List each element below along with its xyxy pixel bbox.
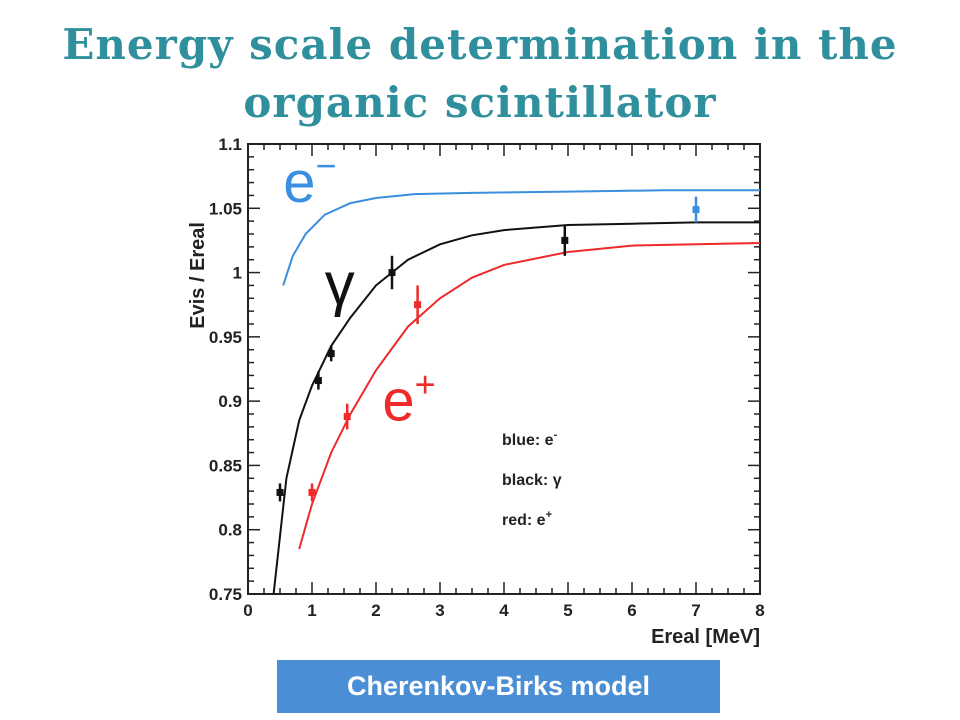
y-axis-ticks: 0.75 0.8 0.85 0.9 0.95 1 1.05 1.1 [209, 135, 760, 604]
legend-entry-text: blue: e [502, 432, 554, 449]
x-tick-label: 3 [435, 601, 444, 620]
y-tick-label: 0.85 [209, 456, 242, 475]
series-curve-e+ [298, 242, 761, 550]
legend-entry-text: black: γ [502, 472, 562, 489]
legend-entry: red: e+ [502, 509, 552, 529]
y-axis-title: Evis / Ereal [187, 222, 209, 329]
particle-labels: e−γe+ [283, 145, 435, 434]
data-point [276, 488, 284, 496]
legend-entry-text: red: e [502, 512, 546, 529]
data-point [414, 301, 422, 309]
legend-entry-sup: + [546, 509, 552, 521]
y-tick-label: 1.1 [218, 135, 242, 154]
y-tick-label: 0.9 [218, 392, 242, 411]
data-point [343, 413, 351, 421]
particle-label-base: e [283, 150, 315, 215]
title-line-1: Energy scale determination in the [62, 20, 898, 69]
x-tick-label: 6 [627, 601, 636, 620]
particle-label-base: e [382, 368, 414, 433]
y-tick-label: 1.05 [209, 199, 242, 218]
x-tick-label: 0 [243, 601, 252, 620]
x-tick-label: 7 [691, 601, 700, 620]
data-point [314, 377, 322, 385]
particle-label: e− [283, 145, 336, 215]
y-tick-label: 0.95 [209, 328, 242, 347]
legend-entry: black: γ [502, 472, 562, 489]
x-tick-label: 8 [755, 601, 764, 620]
series-curve-e- [282, 189, 760, 286]
x-tick-label: 5 [563, 601, 572, 620]
model-label: Cherenkov-Birks model [277, 660, 720, 713]
particle-label-sup: − [315, 145, 336, 186]
title-line-2: organic scintillator [243, 78, 717, 127]
x-axis-title: Ereal [MeV] [651, 626, 760, 648]
data-points [276, 196, 700, 502]
particle-label-sup: + [415, 363, 436, 404]
data-point [692, 206, 700, 214]
particle-label-base: γ [325, 251, 355, 318]
legend-entry-sup: - [554, 429, 558, 441]
particle-label: e+ [382, 363, 435, 433]
series-curve-γ [272, 221, 760, 595]
x-tick-label: 2 [371, 601, 380, 620]
data-point [308, 488, 316, 496]
data-point [388, 269, 396, 277]
particle-label: γ [325, 251, 355, 318]
y-tick-label: 1 [233, 264, 242, 283]
y-tick-label: 0.75 [209, 585, 242, 604]
x-tick-label: 4 [499, 601, 509, 620]
data-point [561, 236, 569, 244]
slide-title: Energy scale determination in the organi… [0, 16, 960, 132]
model-curves [272, 189, 761, 595]
y-tick-label: 0.8 [218, 521, 242, 540]
x-axis-ticks: 0 1 2 3 4 5 6 7 8 [243, 144, 765, 620]
data-point [327, 350, 335, 358]
x-tick-label: 1 [307, 601, 316, 620]
legend-entry: blue: e- [502, 429, 558, 449]
